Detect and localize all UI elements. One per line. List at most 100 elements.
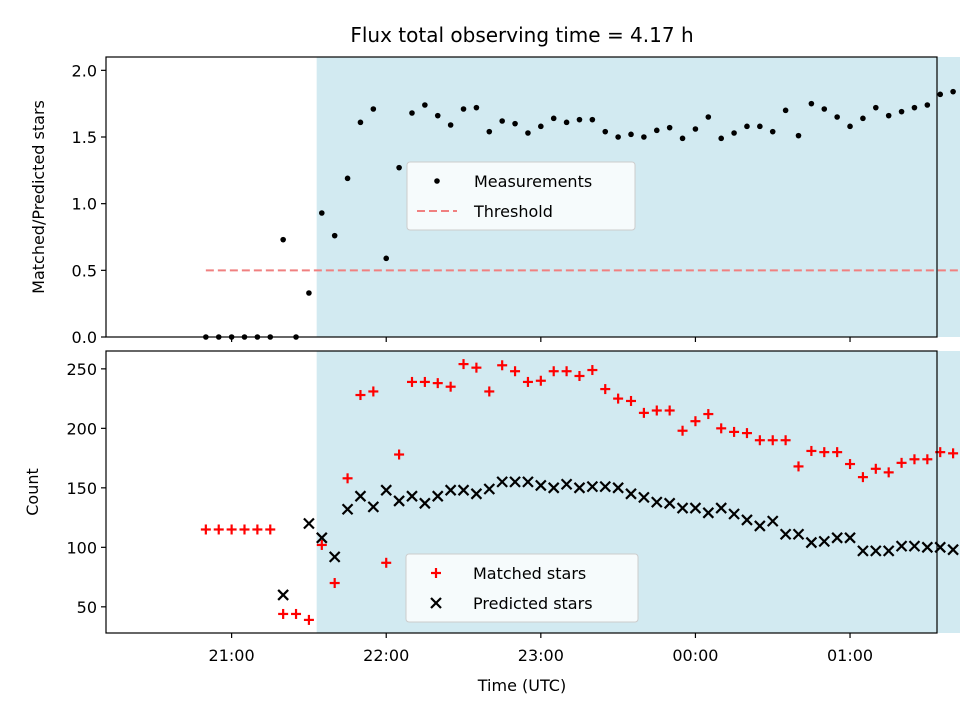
measurement-point (486, 128, 493, 135)
predicted-star-point (676, 502, 689, 514)
measurement-point (731, 130, 737, 136)
predicted-star-point (560, 478, 573, 491)
y-tick-label: 250 (66, 360, 97, 379)
measurement-point (319, 210, 325, 216)
predicted-star-point (702, 507, 715, 519)
top-legend: Measurements Threshold (406, 161, 636, 231)
predicted-star-point (586, 480, 599, 493)
chart-title: Flux total observing time = 4.17 h (350, 23, 693, 47)
predicted-star-point (663, 497, 676, 510)
predicted-star-point (908, 540, 921, 552)
matched-star-point (471, 362, 482, 373)
matched-star-point (484, 386, 495, 397)
measurement-point (808, 100, 815, 107)
measurement-point (847, 123, 853, 130)
matched-star-point (896, 457, 907, 468)
matched-star-point (510, 366, 521, 377)
predicted-star-point (818, 535, 831, 548)
legend-swatch-matched (431, 568, 441, 578)
y-tick-label: 50 (77, 598, 97, 617)
measurement-point (280, 236, 286, 243)
predicted-star-point (741, 514, 753, 526)
measurement-point (898, 108, 905, 115)
legend-label: Measurements (474, 172, 592, 191)
measurement-point (344, 175, 351, 182)
predicted-star-point (831, 532, 843, 544)
matched-star-point (613, 393, 624, 404)
predicted-star-point (947, 543, 959, 556)
matched-star-point (819, 447, 830, 458)
matched-star-point (342, 473, 353, 484)
measurement-point (950, 88, 956, 95)
matched-star-point (948, 448, 959, 459)
measurement-point (396, 164, 402, 171)
matched-star-point (406, 376, 417, 387)
predicted-star-point (406, 490, 418, 502)
measurement-point (911, 104, 918, 111)
predicted-star-point (380, 484, 392, 496)
axes-frame (105, 350, 938, 634)
y-tick-label: 1.5 (72, 128, 97, 147)
matched-star-point (303, 614, 314, 625)
measurement-point (666, 124, 673, 131)
measurement-point (473, 104, 480, 111)
measurement-point (795, 132, 802, 139)
matched-star-point (432, 378, 443, 389)
predicted-star-point (547, 482, 560, 494)
measurement-point (383, 255, 390, 262)
legend-label: Threshold (473, 202, 553, 221)
matched-star-point (870, 463, 881, 474)
y-tick-label: 0.0 (72, 328, 97, 347)
predicted-star-point (728, 508, 740, 520)
measurement-point (370, 106, 377, 112)
y-tick-label: 200 (66, 419, 97, 438)
predicted-star-point (496, 476, 508, 488)
predicted-star-point (792, 528, 805, 541)
measurement-point (525, 130, 531, 136)
predicted-star-point (754, 520, 766, 532)
predicted-star-point (715, 502, 727, 514)
legend-label: Matched stars (473, 564, 586, 583)
matched-star-point (419, 376, 430, 387)
predicted-star-point (277, 589, 289, 601)
matched-star-point (497, 360, 508, 371)
x-tick-label: 00:00 (672, 646, 718, 665)
measurement-point (873, 104, 879, 111)
matched-star-point (832, 447, 843, 458)
predicted-star-point (857, 545, 869, 557)
matched-star-point (754, 435, 765, 446)
predicted-star-point (870, 545, 882, 557)
matched-star-point (767, 435, 778, 446)
bottom-panel: 50 100 150 200 250 21:00 22:00 23:00 00:00 01:00 M… (66, 350, 960, 665)
x-tick-label: 22:00 (363, 646, 409, 665)
matched-star-point (857, 472, 868, 483)
predicted-star-point (393, 495, 405, 507)
measurement-point (705, 114, 712, 120)
measurement-point (512, 120, 518, 127)
measurement-point (550, 115, 557, 122)
matched-star-point (703, 409, 714, 420)
measurement-point (615, 134, 621, 140)
matched-star-point (561, 366, 572, 377)
predicted-star-point (457, 484, 470, 496)
axes-frame (105, 56, 938, 338)
predicted-star-point (625, 488, 637, 500)
x-tick-label: 21:00 (209, 646, 255, 665)
measurement-point (885, 112, 892, 119)
predicted-star-point (651, 496, 663, 508)
predicted-star-point (509, 476, 521, 488)
x-tick-label: 23:00 (518, 646, 564, 665)
matched-star-point (394, 449, 405, 460)
measurement-point (409, 110, 415, 116)
matched-star-point (278, 608, 289, 619)
matched-star-point (651, 405, 662, 416)
matched-star-point (729, 426, 740, 437)
matched-star-point (574, 370, 585, 381)
matched-star-point (458, 359, 469, 370)
matched-star-point (239, 524, 250, 535)
matched-star-point (741, 428, 752, 439)
predicted-star-point (431, 490, 444, 502)
matched-star-point (626, 395, 637, 406)
matched-star-point (226, 524, 237, 535)
